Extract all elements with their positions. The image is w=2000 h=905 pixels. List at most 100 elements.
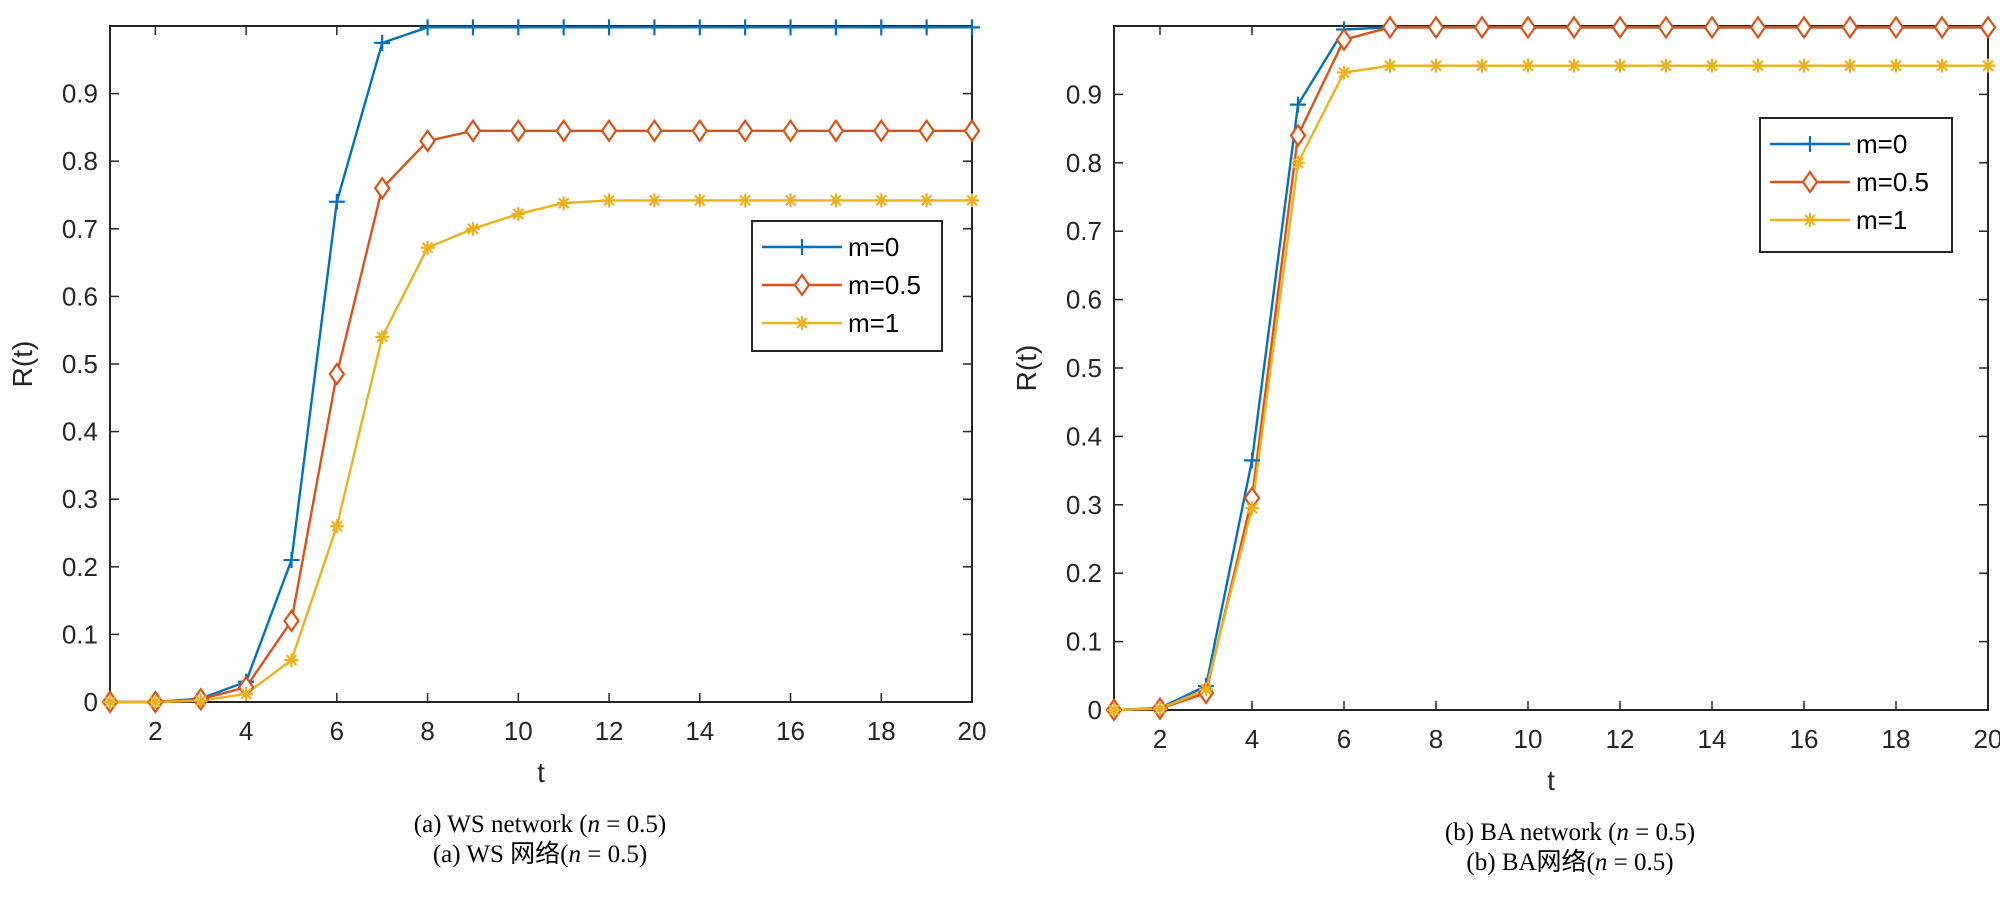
y-tick-label: 0.3 — [1066, 490, 1102, 520]
legend: m=0 m=0.5 m=1 — [1759, 117, 1953, 253]
marker-diamond — [1427, 15, 1445, 40]
x-tick-label: 4 — [239, 716, 253, 746]
caption-line-english: (b) BA network (n = 0.5) — [1444, 819, 1696, 846]
marker-asterisk — [1981, 58, 1995, 73]
marker-plus — [374, 34, 391, 51]
y-tick-label: 0.6 — [1066, 285, 1102, 315]
marker-asterisk — [284, 653, 299, 668]
marker-plus — [419, 19, 436, 36]
legend-label: m=0 — [1856, 129, 1907, 159]
marker-plus — [827, 19, 844, 36]
marker-diamond — [1519, 15, 1537, 40]
marker-plus — [873, 19, 890, 36]
y-tick-label: 0.8 — [1066, 148, 1102, 178]
marker-asterisk — [1803, 213, 1817, 227]
marker-asterisk — [511, 206, 526, 221]
caption-line-chinese: (b) BA网络(n = 0.5) — [1466, 849, 1674, 876]
marker-asterisk — [1613, 58, 1627, 73]
marker-asterisk — [1935, 58, 1949, 73]
y-tick-label: 0.2 — [1066, 558, 1102, 588]
caption-line-chinese: (a) WS 网络(n = 0.5) — [432, 841, 648, 868]
x-tick-label: 10 — [504, 716, 533, 746]
x-tick-label: 8 — [420, 716, 434, 746]
y-tick-label: 0.3 — [62, 484, 98, 514]
x-tick-label: 12 — [595, 716, 624, 746]
y-tick-label: 0 — [84, 687, 98, 717]
x-tick-label: 12 — [1606, 724, 1635, 754]
y-tick-label: 0.1 — [62, 619, 98, 649]
marker-diamond — [736, 118, 754, 143]
marker-diamond — [1335, 27, 1353, 52]
marker-diamond — [646, 118, 663, 143]
marker-diamond — [793, 273, 811, 297]
marker-asterisk — [329, 519, 344, 534]
marker-plus — [646, 19, 663, 36]
marker-asterisk — [239, 686, 254, 701]
marker-asterisk — [1889, 58, 1903, 73]
marker-plus — [1802, 136, 1818, 152]
marker-asterisk — [828, 193, 843, 208]
marker-asterisk — [148, 695, 163, 709]
plot-area — [109, 25, 973, 703]
marker-plus — [964, 19, 980, 36]
marker-asterisk — [738, 193, 753, 208]
y-tick-label: 0 — [1088, 695, 1102, 725]
marker-asterisk — [1843, 58, 1857, 73]
chart-ba-network: 0 0.1 0.2 0.3 0.4 0.5 0.6 0.7 0.8 0.9 2 4 6 8 10 12 14 16… — [1011, 15, 2000, 796]
marker-diamond — [1887, 15, 1905, 40]
marker-asterisk — [602, 193, 617, 208]
y-tick-label: 0.4 — [1066, 421, 1102, 451]
marker-diamond — [328, 362, 346, 387]
y-tick-label: 0.7 — [62, 214, 98, 244]
marker-diamond — [1289, 123, 1307, 148]
marker-plus — [555, 19, 572, 36]
y-tick-label: 0.2 — [62, 552, 98, 582]
marker-asterisk — [1429, 58, 1443, 73]
x-tick-label: 8 — [1429, 724, 1443, 754]
marker-plus — [601, 19, 618, 36]
x-tick-label: 16 — [776, 716, 805, 746]
marker-asterisk — [103, 695, 117, 709]
caption-ba-network: (b) BA network (n = 0.5) (b) BA网络(n = 0.… — [1360, 818, 1780, 878]
y-tick-label: 0.8 — [62, 146, 98, 176]
marker-diamond — [1565, 15, 1583, 40]
series-m-1-line — [110, 199, 972, 704]
marker-plus — [328, 193, 345, 210]
marker-asterisk — [193, 693, 208, 708]
marker-diamond — [918, 118, 935, 143]
y-tick-label: 0.6 — [62, 281, 98, 311]
caption-line-english: (a) WS network (n = 0.5) — [413, 811, 667, 838]
legend-label: m=0 — [848, 232, 899, 262]
marker-plus — [794, 239, 810, 255]
x-tick-label: 16 — [1790, 724, 1819, 754]
x-axis-label: t — [537, 757, 545, 788]
marker-diamond — [1703, 15, 1721, 40]
y-axis-label: R(t) — [7, 341, 38, 388]
marker-plus — [737, 19, 754, 36]
legend-label: m=0.5 — [1856, 167, 1929, 197]
marker-diamond — [373, 176, 391, 201]
y-tick-label: 0.9 — [1066, 79, 1102, 109]
marker-asterisk — [1705, 58, 1719, 73]
x-axis-label: t — [1547, 765, 1555, 796]
y-tick-label: 0.1 — [1066, 627, 1102, 657]
x-tick-label: 10 — [1514, 724, 1543, 754]
marker-diamond — [464, 118, 482, 143]
marker-asterisk — [1659, 58, 1673, 73]
marker-plus — [691, 19, 708, 36]
marker-asterisk — [1153, 701, 1167, 716]
y-tick-label: 0.4 — [62, 417, 98, 447]
y-tick-label: 0.9 — [62, 79, 98, 109]
marker-plus — [918, 19, 935, 36]
marker-asterisk — [795, 316, 809, 330]
series-m-1-line — [1113, 64, 1988, 712]
legend-label: m=1 — [1856, 205, 1907, 235]
marker-diamond — [1933, 15, 1951, 40]
marker-asterisk — [375, 329, 390, 344]
marker-asterisk — [647, 193, 662, 208]
legend-label: m=0.5 — [848, 270, 921, 300]
marker-asterisk — [1199, 682, 1213, 697]
marker-diamond — [872, 118, 890, 143]
marker-plus — [510, 19, 527, 36]
x-tick-label: 6 — [1337, 724, 1351, 754]
